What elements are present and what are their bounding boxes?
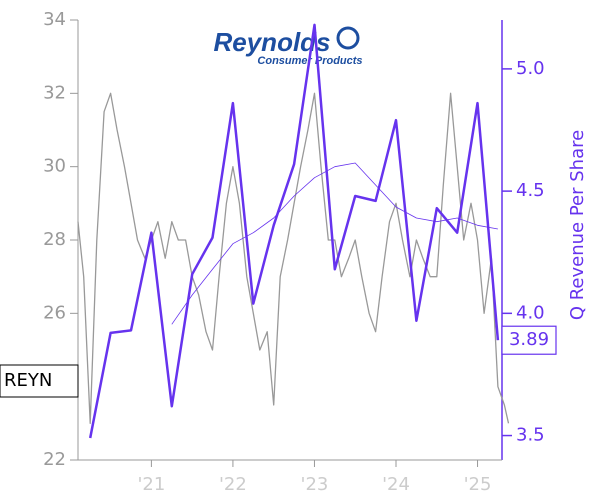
last-value-box bbox=[501, 325, 557, 355]
y-tick-label: 32 bbox=[43, 82, 66, 103]
series-line bbox=[171, 162, 498, 325]
y-tick-label: 28 bbox=[43, 229, 66, 250]
x-tick-label: '21 bbox=[137, 474, 165, 495]
x-tick-label: '22 bbox=[219, 474, 247, 495]
x-tick-label: '23 bbox=[301, 474, 329, 495]
y-tick-label: 22 bbox=[43, 449, 66, 470]
y2-tick-label: 4.0 bbox=[516, 302, 545, 323]
y-tick-label: 30 bbox=[43, 156, 66, 177]
y2-tick-label: 4.5 bbox=[516, 180, 545, 201]
ticker-box bbox=[0, 364, 79, 398]
x-tick-label: '25 bbox=[464, 474, 492, 495]
y-tick-label: 26 bbox=[43, 302, 66, 323]
x-tick-label: '24 bbox=[382, 474, 410, 495]
y2-tick-label: 5.0 bbox=[516, 58, 545, 79]
y2-axis-label: Q Revenue Per Share bbox=[567, 130, 588, 320]
series-line bbox=[77, 92, 510, 424]
last-value-label: 3.89 bbox=[509, 329, 549, 350]
y-tick-label: 34 bbox=[43, 9, 66, 30]
series-line bbox=[88, 23, 500, 439]
ticker-label: REYN bbox=[4, 370, 52, 391]
logo-emblem bbox=[336, 26, 360, 50]
y2-tick-label: 3.5 bbox=[516, 425, 545, 446]
